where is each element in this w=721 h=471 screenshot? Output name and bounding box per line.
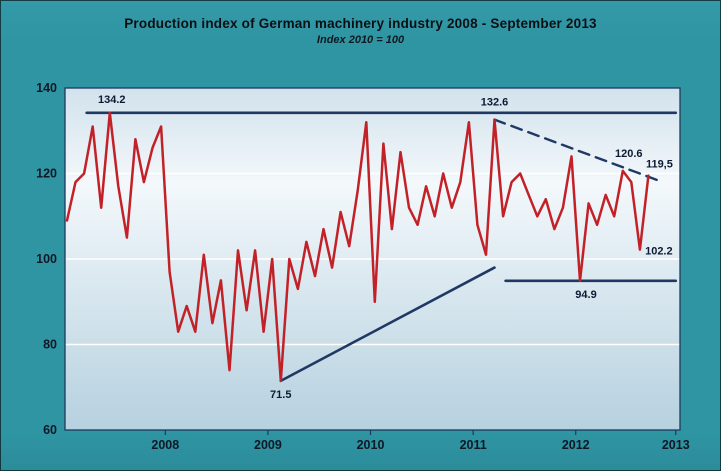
x-year-label: 2012 — [562, 438, 590, 452]
annotation-label: 134.2 — [98, 94, 126, 106]
chart-subtitle: Index 2010 = 100 — [316, 34, 405, 46]
annotation-label: 119,5 — [646, 159, 673, 171]
x-year-label: 2009 — [254, 438, 282, 452]
reference-line-recovery-trend — [279, 266, 496, 383]
y-tick-label: 100 — [36, 252, 57, 266]
annotation-label: 102.2 — [645, 246, 673, 258]
y-tick-label: 120 — [36, 167, 57, 181]
annotation-label: 71.5 — [270, 389, 291, 401]
plot-border — [64, 87, 681, 431]
chart-title: Production index of German machinery ind… — [124, 16, 597, 31]
x-year-label: 2008 — [151, 438, 179, 452]
annotation-label: 132.6 — [481, 97, 509, 109]
annotation-label: 94.9 — [575, 289, 596, 301]
annotation-label: 120.6 — [615, 148, 643, 160]
x-year-label: 2013 — [662, 438, 690, 452]
y-tick-label: 140 — [36, 81, 57, 95]
y-tick-label: 60 — [43, 423, 57, 437]
y-tick-label: 80 — [43, 338, 57, 352]
x-year-label: 2011 — [460, 438, 487, 452]
x-year-label: 2010 — [357, 438, 385, 452]
reference-line-decline-trend — [493, 118, 659, 182]
series-production-index-monthly — [65, 111, 650, 383]
